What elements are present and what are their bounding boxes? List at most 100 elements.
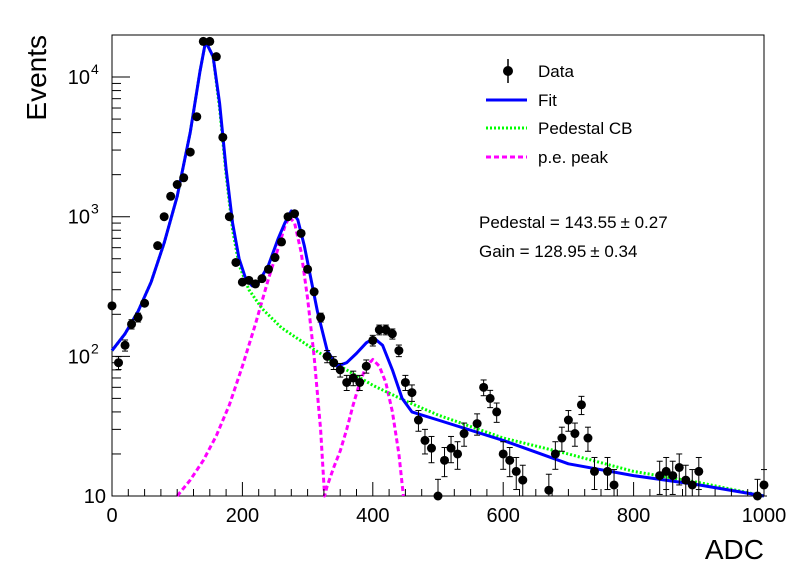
data-point bbox=[609, 480, 619, 490]
data-point bbox=[394, 346, 404, 356]
x-tick-label: 600 bbox=[487, 505, 520, 527]
data-point bbox=[211, 52, 221, 62]
data-point bbox=[224, 212, 234, 222]
data-point bbox=[316, 312, 326, 322]
data-point bbox=[694, 466, 704, 476]
data-point bbox=[544, 485, 554, 495]
x-tick-label: 800 bbox=[617, 505, 650, 527]
data-point bbox=[120, 340, 130, 350]
data-points-layer bbox=[107, 36, 769, 501]
pedestal-value: Pedestal = 143.55 bbox=[479, 213, 617, 232]
data-point bbox=[374, 325, 384, 335]
x-tick-label: 200 bbox=[226, 505, 259, 527]
data-point bbox=[133, 312, 143, 322]
data-point bbox=[342, 377, 352, 387]
data-point bbox=[505, 455, 515, 465]
data-point bbox=[557, 433, 567, 443]
legend-fit-label: Fit bbox=[538, 91, 557, 110]
data-point bbox=[485, 393, 495, 403]
data-point bbox=[309, 287, 319, 297]
y-tick-exponent: 4 bbox=[91, 61, 99, 77]
data-point bbox=[218, 132, 228, 142]
data-point bbox=[257, 274, 267, 284]
x-tick-label: 400 bbox=[356, 505, 389, 527]
data-point bbox=[387, 329, 397, 339]
data-point bbox=[563, 415, 573, 425]
data-point bbox=[603, 466, 613, 476]
series-p-e-peak bbox=[176, 215, 405, 498]
data-point bbox=[681, 475, 691, 485]
data-point bbox=[107, 301, 117, 311]
series-fit bbox=[110, 39, 765, 498]
data-point bbox=[270, 253, 280, 263]
data-point bbox=[655, 471, 665, 481]
y-tick-label: 10 bbox=[68, 207, 90, 229]
data-point bbox=[322, 351, 332, 361]
data-point bbox=[368, 335, 378, 345]
series-pedestal-cb bbox=[110, 39, 765, 498]
data-point bbox=[303, 264, 313, 274]
data-point bbox=[550, 449, 560, 459]
legend: Data Fit Pedestal CB p.e. peak bbox=[486, 59, 633, 167]
y-axis-title: Events bbox=[21, 35, 52, 121]
data-point bbox=[576, 400, 586, 410]
data-point bbox=[140, 298, 150, 308]
legend-pedestal-label: Pedestal CB bbox=[538, 119, 633, 138]
data-point bbox=[426, 443, 436, 453]
data-point bbox=[185, 147, 195, 157]
data-point bbox=[127, 319, 137, 329]
data-point bbox=[453, 449, 463, 459]
data-point bbox=[407, 388, 417, 398]
x-tick-label: 1000 bbox=[742, 505, 787, 527]
pedestal-uncertainty: ± 0.27 bbox=[621, 213, 668, 232]
legend-entry-pe-peak: p.e. peak bbox=[486, 148, 608, 167]
legend-entry-data: Data bbox=[503, 59, 574, 83]
gain-result: Gain = 128.95 ± 0.34 bbox=[479, 242, 637, 261]
data-point bbox=[589, 466, 599, 476]
data-point bbox=[498, 449, 508, 459]
data-point bbox=[166, 191, 176, 201]
data-point bbox=[290, 209, 300, 219]
data-point bbox=[172, 180, 182, 190]
data-point bbox=[355, 377, 365, 387]
legend-entry-pedestal-cb: Pedestal CB bbox=[486, 119, 633, 138]
data-point bbox=[518, 475, 528, 485]
legend-data-marker bbox=[503, 66, 513, 76]
data-point bbox=[231, 257, 241, 267]
data-point bbox=[668, 471, 678, 481]
x-tick-label: 0 bbox=[106, 505, 117, 527]
data-point bbox=[179, 173, 189, 183]
data-point bbox=[198, 36, 208, 46]
data-point bbox=[413, 415, 423, 425]
data-point bbox=[361, 361, 371, 371]
data-point bbox=[752, 491, 762, 501]
y-tick-exponent: 3 bbox=[91, 201, 99, 217]
y-tick-label: 10 bbox=[84, 486, 106, 508]
data-point bbox=[687, 480, 697, 490]
data-point bbox=[159, 212, 169, 222]
data-point bbox=[263, 264, 273, 274]
x-axis-title: ADC bbox=[705, 534, 764, 565]
data-point bbox=[192, 112, 202, 122]
data-point bbox=[335, 365, 345, 375]
data-point bbox=[446, 443, 456, 453]
y-tick-exponent: 2 bbox=[91, 340, 99, 356]
data-point bbox=[400, 377, 410, 387]
data-point bbox=[420, 435, 430, 445]
data-point bbox=[570, 429, 580, 439]
pedestal-result: Pedestal = 143.55 ± 0.27 bbox=[479, 213, 668, 232]
data-point bbox=[250, 279, 260, 289]
data-point bbox=[674, 462, 684, 472]
data-point bbox=[459, 429, 469, 439]
gain-uncertainty: ± 0.34 bbox=[590, 242, 637, 261]
gain-value: Gain = 128.95 bbox=[479, 242, 586, 261]
data-point bbox=[277, 237, 287, 247]
data-point bbox=[583, 433, 593, 443]
data-point bbox=[205, 36, 215, 46]
y-tick-label: 10 bbox=[68, 346, 90, 368]
curves-layer bbox=[110, 39, 765, 498]
data-point bbox=[511, 466, 521, 476]
data-point bbox=[492, 407, 502, 417]
